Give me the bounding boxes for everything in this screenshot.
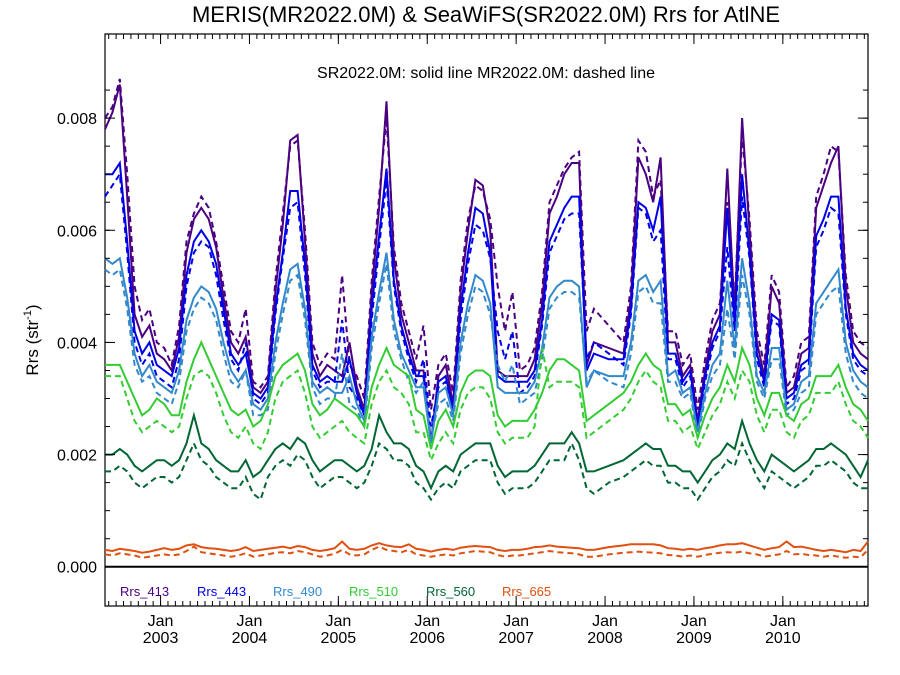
line-style-annotation: SR2022.0M: solid line MR2022.0M: dashed … xyxy=(317,65,655,82)
y-axis-label-sup: -1 xyxy=(22,310,34,320)
series-rrs-510-dashed xyxy=(105,347,869,464)
series-rrs-560-solid xyxy=(105,411,869,491)
y-axis-label: Rrs (str-1) xyxy=(22,304,42,375)
x-tick-label-month: Jan xyxy=(148,613,174,630)
series-rrs-413-dashed xyxy=(104,78,869,410)
series-layer xyxy=(104,78,869,559)
x-tick-label-year: 2005 xyxy=(321,630,357,647)
series-rrs-443-solid xyxy=(105,160,869,444)
x-tick-label-year: 2008 xyxy=(587,630,623,647)
legend-rrs-560: Rrs_560 xyxy=(426,584,475,599)
series-rrs-665-solid xyxy=(104,540,869,554)
legend-rrs-665: Rrs_665 xyxy=(502,584,551,599)
chart-title: MERIS(MR2022.0M) & SeaWiFS(SR2022.0M) Rr… xyxy=(192,2,780,27)
y-tick-label: 0.006 xyxy=(57,223,97,240)
series-rrs-665-dashed xyxy=(104,545,869,559)
x-tick-label-month: Jan xyxy=(325,613,351,630)
y-axis-label-close: ) xyxy=(23,304,42,310)
x-tick-label-year: 2004 xyxy=(232,630,268,647)
x-tick-label-year: 2003 xyxy=(143,630,179,647)
y-tick-label: 0.004 xyxy=(57,335,97,352)
legend-rrs-443: Rrs_443 xyxy=(197,584,246,599)
legend-rrs-490: Rrs_490 xyxy=(273,584,322,599)
x-tick-label-month: Jan xyxy=(592,613,618,630)
series-rrs-510-solid xyxy=(105,339,869,450)
x-tick-label-month: Jan xyxy=(414,613,440,630)
x-tick-label-month: Jan xyxy=(681,613,707,630)
x-tick-label-month: Jan xyxy=(237,613,263,630)
series-rrs-490-dashed xyxy=(104,263,869,439)
x-tick-label-month: Jan xyxy=(503,613,529,630)
legend: Rrs_413 Rrs_443 Rrs_490 Rrs_510 Rrs_560 Rrs_6… xyxy=(120,584,551,599)
y-axis: 0.000 0.002 0.004 0.006 0.008 xyxy=(57,89,868,577)
y-tick-label: 0.002 xyxy=(57,448,97,465)
x-tick-label-month: Jan xyxy=(770,613,796,630)
y-axis-label-text: Rrs (str xyxy=(23,320,42,376)
y-tick-label: 0.000 xyxy=(57,560,97,577)
series-rrs-490-solid xyxy=(104,252,869,444)
x-tick-label-year: 2006 xyxy=(409,630,445,647)
y-tick-label: 0.008 xyxy=(57,111,97,128)
x-tick-label-year: 2010 xyxy=(765,630,801,647)
legend-rrs-510: Rrs_510 xyxy=(349,584,398,599)
x-tick-label-year: 2009 xyxy=(676,630,712,647)
series-rrs-443-dashed xyxy=(104,171,869,427)
x-axis: Jan2003Jan2004Jan2005Jan2006Jan2007Jan20… xyxy=(108,34,865,647)
series-rrs-413-solid xyxy=(104,84,869,444)
legend-rrs-413: Rrs_413 xyxy=(120,584,169,599)
x-tick-label-year: 2007 xyxy=(498,630,534,647)
